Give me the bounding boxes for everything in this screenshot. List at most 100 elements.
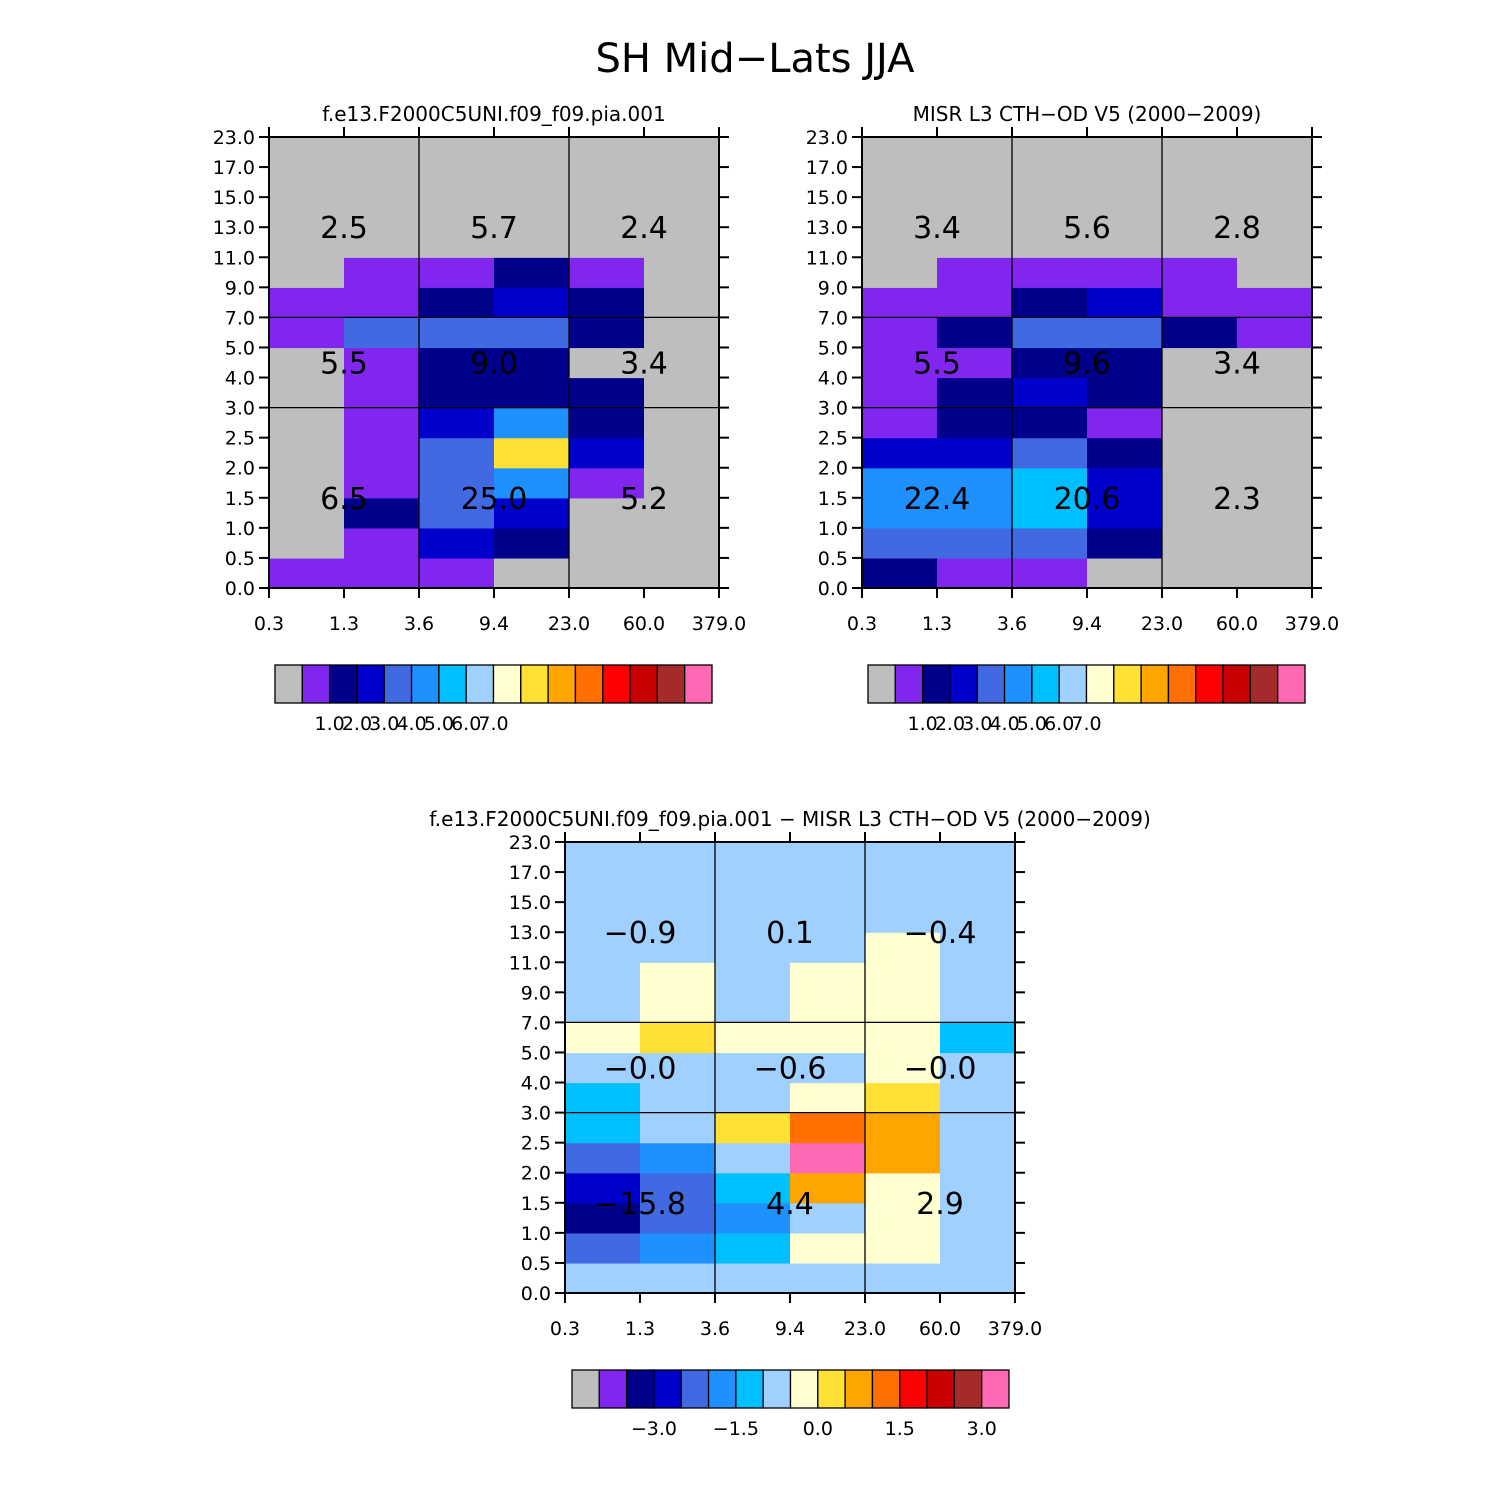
heatmap-cell	[569, 497, 645, 529]
x-tick-label: 379.0	[692, 613, 746, 635]
heatmap-cell	[419, 437, 495, 469]
panel-title: MISR L3 CTH−OD V5 (2000−2009)	[913, 102, 1262, 126]
heatmap-cell	[1087, 407, 1163, 439]
heatmap-cell	[640, 962, 716, 993]
region-total-label: −0.9	[604, 916, 677, 951]
colorbar-swatch	[1113, 664, 1142, 704]
region-total-label: 2.8	[1213, 211, 1261, 246]
heatmap-cell	[937, 407, 1013, 439]
heatmap-cell	[344, 437, 420, 469]
heatmap-cell	[1087, 377, 1163, 409]
heatmap-cell	[644, 527, 720, 559]
heatmap-cell	[494, 527, 570, 559]
heatmap-cell	[565, 842, 641, 873]
region-total-label: 2.4	[620, 211, 668, 246]
heatmap-cell	[1237, 497, 1313, 529]
heatmap-cell	[419, 227, 495, 258]
colorbar-label: 7.0	[1071, 713, 1101, 735]
region-total-label: 5.7	[470, 211, 518, 246]
region-total-label: 4.4	[766, 1187, 814, 1222]
heatmap-cell	[937, 137, 1013, 168]
panel-title: f.e13.F2000C5UNI.f09_f09.pia.001 − MISR …	[429, 807, 1151, 831]
heatmap-cell	[1237, 557, 1313, 589]
y-tick-label: 23.0	[806, 127, 848, 149]
heatmap-cell	[1237, 407, 1313, 439]
heatmap-cell	[269, 407, 345, 439]
heatmap-cell	[1012, 527, 1088, 559]
colorbar-label: 7.0	[478, 713, 508, 735]
colorbar-label: 4.0	[396, 713, 426, 735]
heatmap-cell	[937, 437, 1013, 469]
y-tick-label: 2.0	[521, 1163, 551, 1185]
y-tick-label: 15.0	[509, 892, 551, 914]
heatmap-cell	[344, 257, 420, 288]
heatmap-cell	[344, 227, 420, 258]
heatmap-cell	[565, 1052, 641, 1084]
heatmap-cell	[1012, 257, 1088, 288]
heatmap-cell	[1012, 437, 1088, 469]
region-total-label: 6.5	[320, 482, 368, 517]
y-tick-label: 13.0	[213, 217, 255, 239]
heatmap-cell	[937, 347, 1013, 379]
region-total-label: 5.5	[320, 347, 368, 382]
region-total-label: 3.4	[620, 347, 668, 382]
heatmap-cell	[937, 227, 1013, 258]
heatmap-cell	[1162, 527, 1238, 559]
x-tick-label: 1.3	[625, 1318, 655, 1340]
colorbar-swatch	[629, 664, 659, 704]
heatmap-cell	[640, 902, 716, 933]
heatmap-cell	[565, 1172, 641, 1204]
colorbar-swatch	[684, 664, 713, 704]
heatmap-cell	[862, 167, 938, 198]
heatmap-cell	[640, 932, 716, 963]
heatmap-cell	[419, 257, 495, 288]
heatmap-cell	[1237, 287, 1313, 318]
y-tick-label: 1.0	[225, 518, 255, 540]
heatmap-cell	[940, 1172, 1016, 1204]
heatmap-cell	[494, 197, 570, 228]
heatmap-cell	[419, 407, 495, 439]
heatmap-cell	[937, 377, 1013, 409]
heatmap-cell	[862, 407, 938, 439]
heatmap-cell	[1012, 287, 1088, 318]
heatmap-cell	[940, 1052, 1016, 1084]
colorbar-swatch	[1085, 664, 1115, 704]
heatmap-cell	[640, 1022, 716, 1054]
y-tick-label: 1.0	[521, 1223, 551, 1245]
heatmap-cell	[715, 1142, 791, 1174]
heatmap-cell	[715, 962, 791, 993]
heatmap-cell	[790, 842, 866, 873]
heatmap-cell	[640, 1172, 716, 1204]
heatmap-cell	[715, 1052, 791, 1084]
heatmap-cell	[640, 872, 716, 903]
heatmap-cell	[940, 872, 1016, 903]
heatmap-cell	[1087, 167, 1163, 198]
heatmap-cell	[494, 407, 570, 439]
y-tick-label: 5.0	[225, 337, 255, 359]
heatmap-cell	[1012, 407, 1088, 439]
heatmap-cell	[1087, 527, 1163, 559]
x-tick-label: 379.0	[988, 1318, 1042, 1340]
colorbar-swatch	[976, 664, 1006, 704]
y-tick-label: 3.0	[818, 398, 848, 420]
y-tick-label: 2.5	[225, 428, 255, 450]
heatmap-cell	[419, 287, 495, 318]
heatmap-cell	[715, 1172, 791, 1204]
region-total-label: 5.2	[620, 482, 668, 517]
heatmap-cell	[494, 377, 570, 409]
y-tick-label: 17.0	[806, 157, 848, 179]
colorbar-swatch	[547, 664, 577, 704]
heatmap-cell	[344, 557, 420, 589]
heatmap-cell	[565, 872, 641, 903]
heatmap-cell	[269, 137, 345, 168]
heatmap-cell	[644, 227, 720, 258]
colorbar-swatch	[899, 1369, 928, 1409]
heatmap-cell	[644, 407, 720, 439]
heatmap-cell	[644, 287, 720, 318]
colorbar-label: 6.0	[451, 713, 481, 735]
region-total-label: 5.5	[913, 347, 961, 382]
heatmap-cell	[344, 377, 420, 409]
heatmap-cell	[644, 497, 720, 529]
heatmap-cell	[419, 167, 495, 198]
heatmap-cell	[1237, 137, 1313, 168]
